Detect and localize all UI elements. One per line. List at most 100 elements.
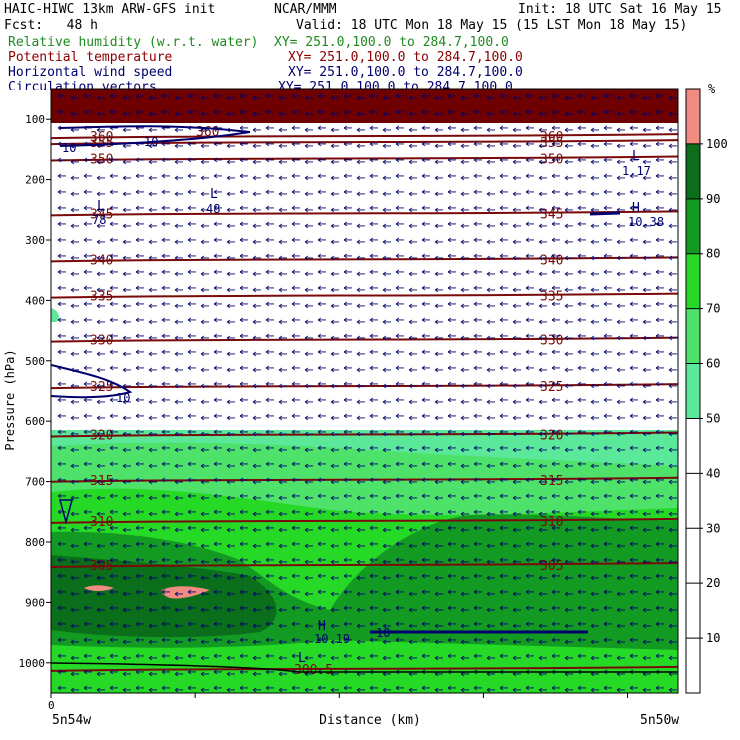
stratosphere-theta-band (51, 89, 678, 123)
field-wind-name: Horizontal wind speed (8, 65, 173, 80)
theta-label-4-0: 340 (90, 253, 113, 268)
theta-label-9-0: 315 (90, 474, 113, 489)
theta-label-10-0: 310 (90, 515, 113, 530)
y-tick-label-700: 700 (25, 476, 45, 489)
y-tick-label-500: 500 (25, 355, 45, 368)
colorbar-bin-70 (686, 253, 700, 309)
forecast-hour: Fcst: 48 h (4, 18, 98, 33)
colorbar-bin-60 (686, 308, 700, 364)
theta-label-4-1: 340 (540, 253, 563, 268)
rh-lower-band-70 (51, 640, 678, 693)
theta-line-2 (51, 155, 678, 162)
colorbar-tick-40: 40 (706, 466, 720, 480)
x-axis-label: Distance (km) (319, 713, 421, 728)
theta-label-11-1: 305 (540, 559, 563, 574)
y-tick-label-400: 400 (25, 294, 45, 307)
colorbar-tick-70: 70 (706, 302, 720, 316)
field-rh-name: Relative humidity (w.r.t. water) (8, 35, 259, 50)
low-3-value: 1.17 (622, 164, 651, 178)
x-axis (50, 693, 629, 698)
colorbar-bin-50 (686, 363, 700, 419)
x-left-label: 5n54w (52, 713, 91, 728)
theta-label-7-1: 325 (540, 380, 563, 395)
plot-frame (50, 88, 679, 694)
colorbar-tick-100: 100 (706, 137, 728, 151)
field-wind-xy: XY= 251.0,100.0 to 284.7,100.0 (288, 65, 523, 80)
wind-label-2: 10 (116, 391, 130, 405)
wind-label-1: 10 (62, 141, 76, 155)
theta-label-7-0: 325 (90, 380, 113, 395)
y-axis-label: Pressure (hPa) (3, 349, 17, 450)
field-rh-xy: XY= 251.0,100.0 to 284.7,100.0 (274, 35, 509, 50)
theta-label-2-0: 350 (90, 152, 113, 167)
theta-label-2-1: 350 (540, 152, 563, 167)
rh-band-100-a (84, 585, 114, 591)
theta-line-11 (51, 561, 678, 568)
wind-speed-contours (51, 125, 621, 634)
high-1-value: 10.38 (628, 215, 664, 229)
y-tick-label-600: 600 (25, 415, 45, 428)
valid-time: Valid: 18 UTC Mon 18 May 15 (15 LST Mon … (296, 18, 688, 33)
colorbar-bin-80 (686, 198, 700, 254)
colorbar-tick-80: 80 (706, 247, 720, 261)
y-tick-label-200: 200 (25, 174, 45, 187)
init-time: Init: 18 UTC Sat 16 May 15 (518, 2, 722, 17)
low-1-value: 78 (92, 213, 106, 227)
rh-band-100-b (161, 586, 210, 599)
y-tick-label-100: 100 (25, 113, 45, 126)
colorbar: 10 20 30 40 50 60 70 80 90 100 (685, 88, 728, 694)
theta-line-3 (51, 210, 678, 217)
field-theta-xy: XY= 251.0,100.0 to 284.7,100.0 (288, 50, 523, 65)
wind-contour-2 (51, 364, 133, 399)
rh-band-50-patch (51, 308, 59, 322)
colorbar-tick-60: 60 (706, 357, 720, 371)
theta-label-10-1: 310 (540, 515, 563, 530)
colorbar-bin-90 (686, 143, 700, 199)
y-tick-label-300: 300 (25, 234, 45, 247)
low-3-letter: L (632, 149, 640, 164)
org-label: NCAR/MMM (274, 2, 337, 17)
high-2-value: 10.19 (314, 632, 350, 646)
high-2-letter: H (318, 619, 326, 634)
theta-label-6-1: 330 (540, 334, 563, 349)
high-1-letter: H (632, 201, 640, 216)
theta-label-3-1: 345 (540, 207, 563, 222)
field-theta-name: Potential temperature (8, 50, 173, 65)
wind-label-3: 10 (376, 626, 390, 640)
y-tick-label-800: 800 (25, 536, 45, 549)
terrain-line (51, 662, 678, 673)
theta-label-8-0: 320 (90, 428, 113, 443)
theta-line-6 (51, 336, 678, 343)
extrema-labels: L 78 L 48 L 1.17 H 10.38 H 10.19 L (92, 149, 664, 666)
low-2-letter: L (210, 187, 218, 202)
x-right-label: 5n50w (640, 713, 679, 728)
theta-label-9-1: 315 (540, 474, 563, 489)
low-4-letter: L (298, 651, 306, 666)
model-title: HAIC-HIWC 13km ARW-GFS init (4, 2, 216, 17)
wind-label-4: 10 (144, 135, 158, 149)
low-1-letter: L (97, 199, 105, 214)
theta-label-5-1: 335 (540, 290, 563, 305)
theta-label-0-0: 360 (90, 130, 113, 145)
wind-contour-1 (59, 125, 251, 147)
field-vectors-name: Circulation vectors (8, 80, 157, 90)
theta-label-8-1: 320 (540, 428, 563, 443)
theta-line-4 (51, 256, 678, 263)
y-tick-label-1000: 1000 (19, 657, 46, 670)
wind-contour-4 (589, 211, 621, 216)
colorbar-tick-30: 30 (706, 521, 720, 535)
wind-labels: 10 10 10 10 (62, 135, 390, 640)
theta-label-3-0: 345 (90, 207, 113, 222)
theta-label-6-0: 330 (90, 334, 113, 349)
theta-line-0 (51, 133, 678, 140)
theta-line-10 (51, 517, 678, 524)
low-2-value: 48 (206, 202, 220, 216)
theta-label-11-0: 305 (90, 559, 113, 574)
colorbar-tick-20: 20 (706, 576, 720, 590)
theta-label-1-1: 355 (540, 136, 563, 151)
theta-label-5-0: 335 (90, 290, 113, 305)
colorbar-unit: % (708, 82, 716, 96)
colorbar-bin-100 (686, 89, 700, 144)
